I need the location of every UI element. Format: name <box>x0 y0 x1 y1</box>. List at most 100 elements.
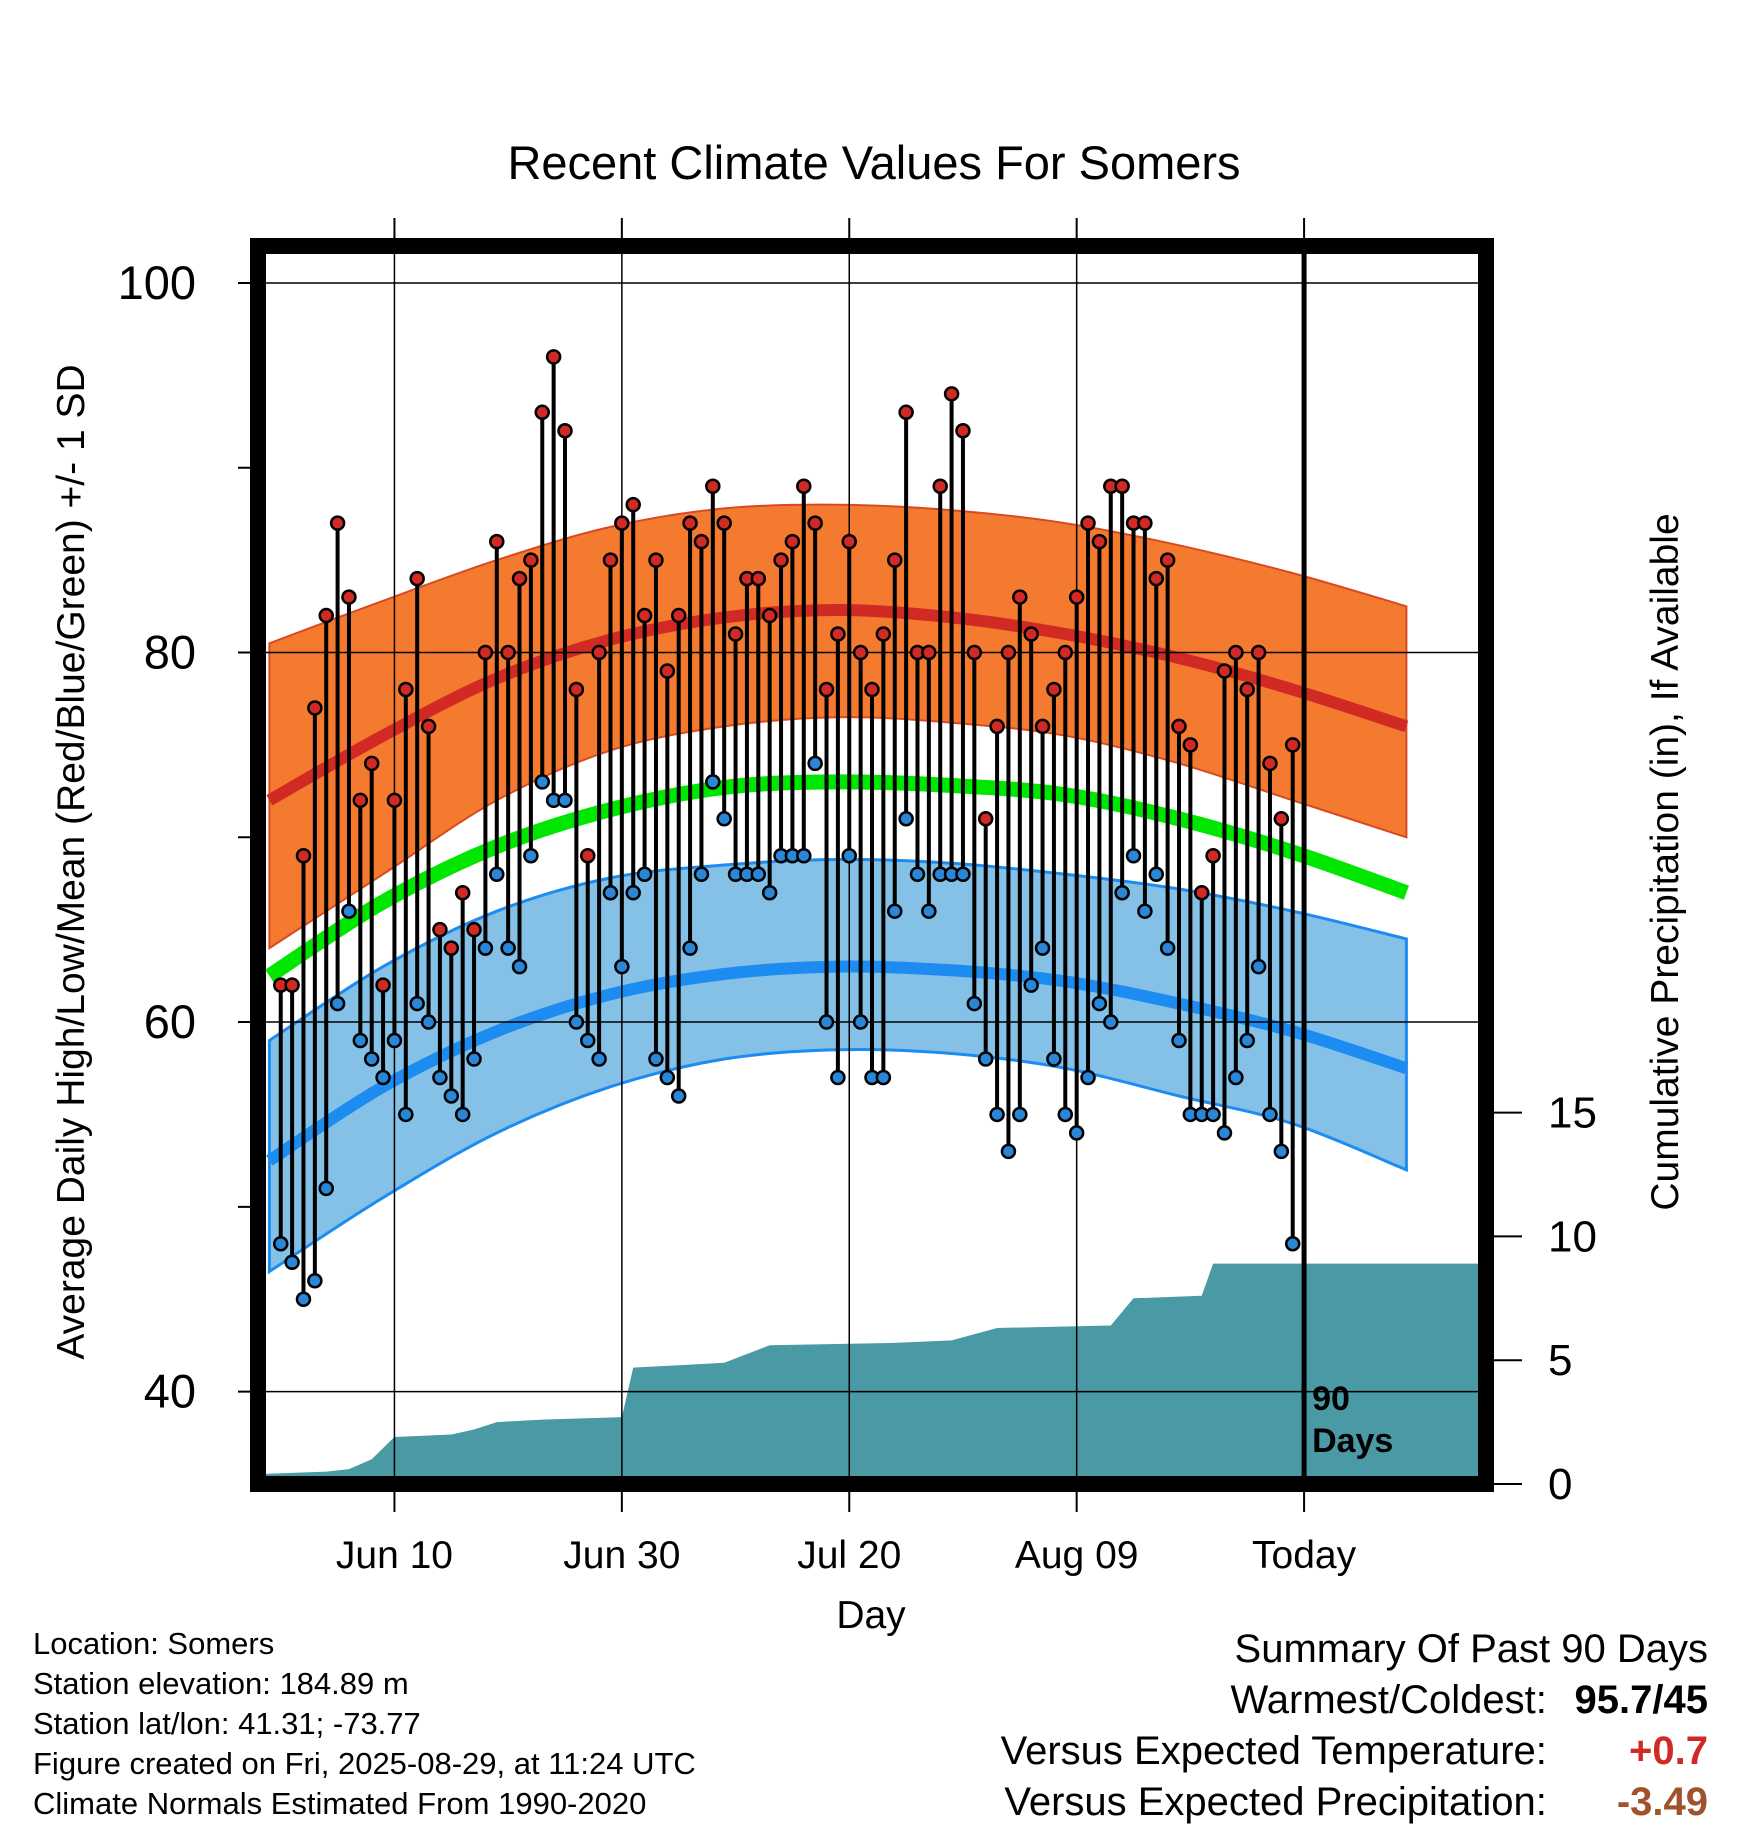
daily-low-point <box>716 811 732 827</box>
daily-low-point <box>363 1051 380 1067</box>
daily-high-point <box>750 570 767 587</box>
daily-high-point <box>614 515 630 531</box>
daily-low-point <box>534 774 551 790</box>
daily-low-point <box>409 995 425 1012</box>
y-tick-label: 80 <box>144 626 196 679</box>
daily-high-point <box>284 977 300 993</box>
x-tick-label: Jun 30 <box>563 1534 680 1577</box>
daily-low-point <box>1148 866 1165 882</box>
daily-high-point <box>489 533 505 550</box>
daily-high-point <box>1000 644 1017 661</box>
station-info: Location: Somers Station elevation: 184.… <box>33 1624 696 1824</box>
daily-high-point <box>716 515 732 531</box>
daily-high-point <box>579 848 596 864</box>
daily-high-point <box>1159 552 1176 568</box>
daily-low-point <box>511 958 528 975</box>
daily-low-point <box>1228 1069 1244 1086</box>
daily-high-point <box>443 940 460 956</box>
daily-high-point <box>1228 644 1244 661</box>
daily-low-point <box>648 1051 664 1067</box>
daily-low-point <box>1216 1125 1233 1141</box>
daily-low-point <box>443 1088 460 1104</box>
daily-high-point <box>796 478 812 494</box>
daily-low-point <box>614 958 630 975</box>
daily-high-point <box>386 792 403 809</box>
daily-high-point <box>864 681 880 698</box>
daily-high-point <box>943 386 960 402</box>
daily-high-point <box>420 718 437 735</box>
daily-low-point <box>1125 848 1142 864</box>
precip-area <box>258 1263 1486 1484</box>
daily-high-point <box>1057 644 1074 661</box>
daily-high-point <box>295 848 312 864</box>
summary-warmest-coldest: Warmest/Coldest: 95.7/45 <box>1001 1675 1709 1726</box>
plot-frame <box>250 238 1494 1492</box>
daily-high-point <box>602 552 619 568</box>
daily-low-point <box>1057 1106 1074 1123</box>
daily-high-point <box>841 533 858 550</box>
daily-low-point <box>1023 977 1039 993</box>
daily-low-point <box>1012 1106 1028 1123</box>
daily-low-point <box>909 866 926 882</box>
daily-low-point <box>579 1032 596 1049</box>
daily-high-point <box>761 607 778 624</box>
daily-high-point <box>1091 533 1108 550</box>
y2-axis-label: Cumulative Precipitation (in), If Availa… <box>1644 513 1687 1210</box>
daily-low-point <box>1091 995 1108 1012</box>
daily-low-point <box>761 884 778 901</box>
daily-low-point <box>841 848 858 864</box>
daily-low-point <box>1171 1032 1187 1049</box>
daily-high-point <box>659 663 676 679</box>
daily-high-point <box>352 792 369 809</box>
daily-low-point <box>955 866 971 882</box>
daily-low-point <box>1273 1143 1290 1160</box>
daily-high-point <box>1068 589 1085 605</box>
daily-low-point <box>454 1106 471 1123</box>
daily-low-point <box>1205 1106 1221 1123</box>
daily-low-point <box>966 995 983 1012</box>
daily-high-point <box>1171 718 1187 735</box>
daily-low-point <box>1000 1143 1017 1160</box>
daily-high-point <box>454 884 471 901</box>
daily-high-point <box>477 644 494 661</box>
chart-title: Recent Climate Values For Somers <box>507 136 1240 189</box>
latlon-text: Station lat/lon: 41.31; -73.77 <box>33 1706 421 1741</box>
daily-high-point <box>1137 515 1153 531</box>
daily-high-point <box>784 533 801 550</box>
summary-precipitation: Versus Expected Precipitation: -3.49 <box>1001 1777 1708 1828</box>
daily-low-point <box>329 995 346 1012</box>
daily-high-point <box>693 533 710 550</box>
daily-high-point <box>977 811 994 827</box>
daily-high-point <box>705 478 721 494</box>
daily-low-point <box>636 866 653 882</box>
daily-low-point <box>659 1069 676 1086</box>
daily-low-point <box>489 866 505 882</box>
y-tick-label: 40 <box>144 1365 196 1418</box>
daily-high-point <box>966 644 983 661</box>
daily-high-point <box>636 607 653 624</box>
daily-high-point <box>1216 663 1233 679</box>
daily-low-point <box>295 1291 312 1307</box>
daily-high-point <box>1250 644 1267 661</box>
daily-low-point <box>682 940 698 956</box>
y2-tick-label: 15 <box>1548 1089 1597 1138</box>
daily-high-point <box>432 921 448 938</box>
daily-high-point <box>1273 811 1290 827</box>
y2-tick-label: 0 <box>1548 1460 1572 1509</box>
daily-low-point <box>466 1051 482 1067</box>
temp-anomaly-value: +0.7 <box>1629 1729 1708 1773</box>
daily-high-point <box>830 626 846 642</box>
y-axis-label: Average Daily High/Low/Mean (Red/Blue/Gr… <box>50 364 93 1359</box>
daily-high-point <box>727 626 744 642</box>
daily-high-point <box>1205 848 1221 864</box>
daily-high-point <box>307 700 323 716</box>
daily-high-point <box>1012 589 1028 605</box>
today-marker-days-label: Days <box>1312 1422 1393 1460</box>
daily-high-point <box>773 552 789 568</box>
daily-high-point <box>932 478 948 494</box>
daily-high-point <box>375 977 391 993</box>
daily-high-point <box>1046 681 1062 698</box>
daily-low-point <box>977 1051 994 1067</box>
daily-low-point <box>852 1014 869 1030</box>
